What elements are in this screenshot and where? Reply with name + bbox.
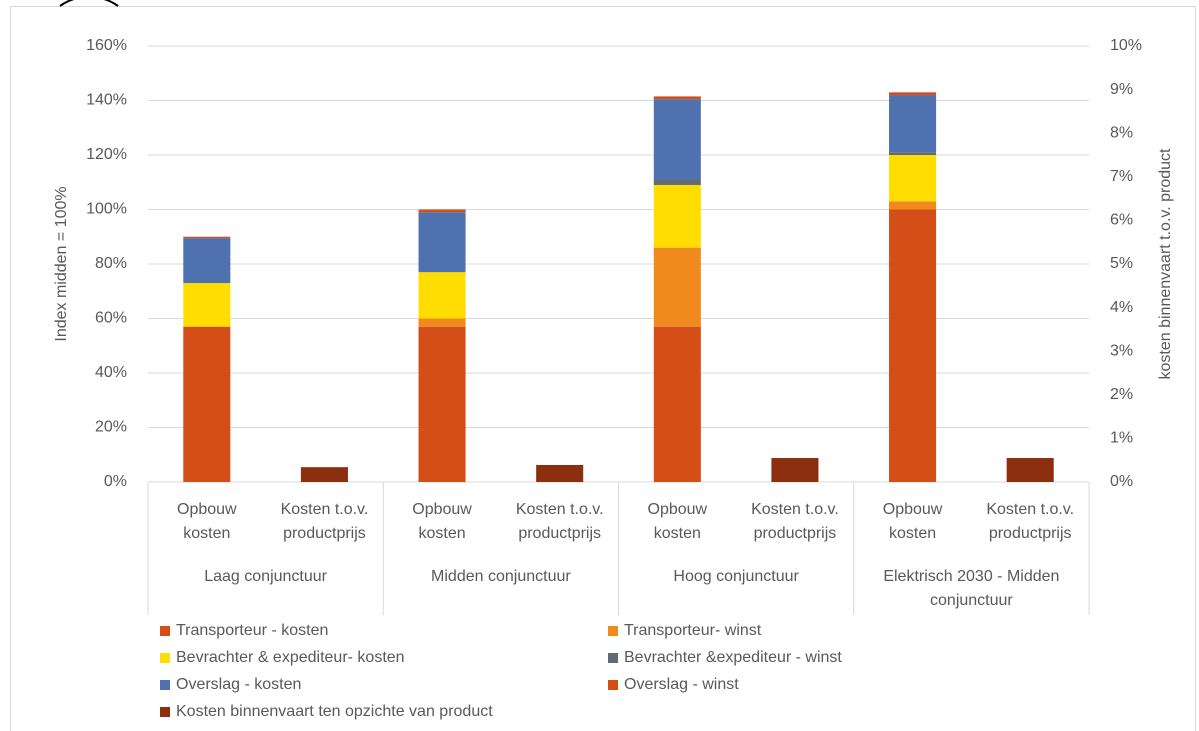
y-tick-label: 140% (86, 92, 127, 109)
y2-tick-label: 2% (1110, 386, 1133, 403)
y-tick-label: 40% (95, 364, 127, 381)
group-label: Laag conjunctuur (204, 568, 327, 585)
y2-tick-label: 5% (1110, 255, 1133, 272)
bar-segment (300, 467, 348, 482)
legend-item: Transporteur - kosten (160, 621, 328, 641)
legend-label: Transporteur- winst (624, 622, 762, 639)
bar-segment (889, 95, 937, 153)
bar-segment (771, 458, 819, 482)
y-tick-label: 120% (86, 146, 127, 163)
legend-swatch (608, 626, 618, 636)
x-tick-label: Opbouw kosten (177, 501, 237, 542)
group-label: Hoog conjunctuur (673, 568, 799, 585)
y-tick-label: 80% (95, 255, 127, 272)
bar-segment (653, 96, 701, 100)
bar-segment (418, 272, 466, 319)
x-tick-label: Kosten t.o.v. productprijs (751, 501, 839, 542)
y2-tick-label: 4% (1110, 299, 1133, 316)
bar-segment (183, 238, 231, 284)
legend-label: Overslag - winst (624, 676, 739, 693)
bar-segment (653, 99, 701, 180)
bar-segment (1006, 458, 1054, 482)
y-tick-label: 20% (95, 419, 127, 436)
x-tick-label: Kosten t.o.v. productprijs (280, 501, 369, 542)
bar-segment (653, 184, 701, 248)
bar-segment (418, 209, 466, 213)
bar-segment (653, 247, 701, 327)
x-tick-label: Opbouw kosten (647, 501, 708, 542)
y-tick-label: 100% (86, 201, 127, 218)
legend-swatch (160, 626, 170, 636)
y2-tick-label: 9% (1110, 81, 1133, 98)
x-tick-label: Kosten t.o.v. productprijs (986, 501, 1075, 542)
y-tick-label: 160% (86, 37, 127, 54)
bar-segment (889, 92, 937, 96)
bar-segment (183, 236, 231, 239)
legend-label: Bevrachter &expediteur - winst (624, 649, 842, 666)
legend-swatch (608, 680, 618, 690)
y-tick-label: 60% (95, 310, 127, 327)
bar-segment (183, 283, 231, 327)
y2-tick-label: 1% (1110, 430, 1133, 447)
bar-segment (889, 209, 937, 482)
legend-label: Bevrachter & expediteur- kosten (176, 649, 405, 666)
y2-tick-label: 10% (1110, 37, 1142, 54)
x-tick-label: Opbouw kosten (412, 501, 472, 542)
bar-segment (418, 318, 466, 327)
legend-swatch (608, 653, 618, 663)
y2-tick-label: 0% (1110, 473, 1133, 490)
y-axis-title: Index midden = 100% (53, 186, 70, 341)
y2-tick-label: 6% (1110, 212, 1133, 229)
bar-segment (889, 201, 937, 210)
legend-label: Transporteur - kosten (176, 622, 329, 639)
bar-segment (418, 326, 466, 482)
group-label: Midden conjunctuur (431, 568, 571, 585)
y2-axis-title: kosten binnenvaart t.o.v. product (1157, 148, 1174, 380)
legend-item: Bevrachter & expediteur- kosten (160, 648, 405, 668)
legend-item: Bevrachter &expediteur - winst (608, 648, 842, 668)
x-tick-label: Kosten t.o.v. productprijs (515, 501, 604, 542)
decoration (59, 0, 119, 7)
chart-border (10, 6, 1196, 731)
bar-segment (889, 152, 937, 155)
legend-swatch (160, 707, 170, 717)
legend-label: Kosten binnenvaart ten opzichte van prod… (176, 703, 493, 720)
x-tick-label: Opbouw kosten (882, 501, 943, 542)
legend-label: Overslag - kosten (176, 676, 302, 693)
bar-segment (653, 179, 701, 185)
bar-segment (653, 326, 701, 482)
y2-tick-label: 7% (1110, 168, 1133, 185)
bar-segment (183, 326, 231, 482)
y-tick-label: 0% (104, 473, 127, 490)
bar-segment (418, 212, 466, 273)
legend-item: Overslag - kosten (160, 675, 301, 695)
legend-swatch (160, 680, 170, 690)
legend-item: Overslag - winst (608, 675, 739, 695)
y2-tick-label: 8% (1110, 124, 1133, 141)
legend-item: Transporteur- winst (608, 621, 761, 641)
group-label: Elektrisch 2030 - Midden conjunctuur (883, 568, 1060, 609)
bar-segment (536, 464, 584, 482)
y2-tick-label: 3% (1110, 342, 1133, 359)
bar-segment (889, 155, 937, 202)
legend-item: Kosten binnenvaart ten opzichte van prod… (160, 702, 493, 722)
legend-swatch (160, 653, 170, 663)
